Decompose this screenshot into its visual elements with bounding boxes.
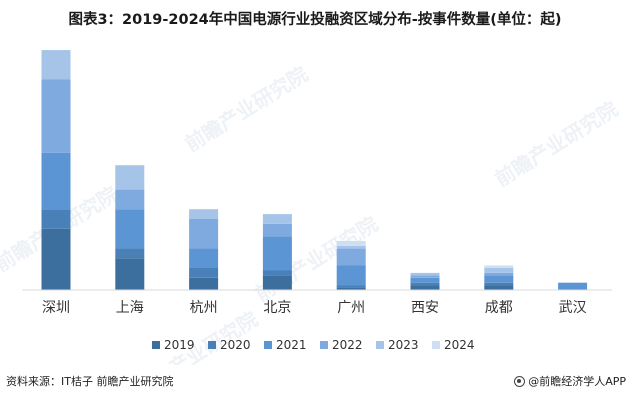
bar-segment-成都-2022 — [484, 272, 514, 276]
bar-segment-西安-2022 — [410, 275, 440, 278]
bar-segment-上海-2019 — [115, 258, 145, 290]
brand-credit-text: @前瞻经济学人APP — [528, 375, 626, 388]
x-tick-label: 深圳 — [42, 300, 70, 316]
bar-segment-杭州-2020 — [189, 268, 219, 278]
bar-segment-广州-2021 — [336, 265, 366, 286]
x-tick-label: 广州 — [337, 300, 365, 316]
brand-credit: @前瞻经济学人APP — [514, 373, 626, 389]
bar-segment-杭州-2022 — [189, 219, 219, 249]
bar-segment-上海-2022 — [115, 189, 145, 210]
bar-segment-北京-2019 — [262, 275, 292, 290]
bar-segment-成都-2019 — [484, 285, 514, 290]
bar-segment-上海-2020 — [115, 248, 145, 259]
bar-segment-成都-2021 — [484, 275, 514, 283]
bar-segment-广州-2022 — [336, 248, 366, 266]
legend-swatch-2019 — [152, 341, 160, 349]
legend: 2019 2020 2021 2022 2023 2024 — [152, 338, 475, 352]
bar-segment-西安-2023 — [410, 272, 440, 276]
bar-segment-西安-2019 — [410, 285, 440, 290]
bar-segment-深圳-2021 — [41, 152, 71, 210]
chart-title: 图表3：2019-2024年中国电源行业投融资区域分布-按事件数量(单位：起) — [68, 12, 562, 28]
watermark-layer: 前瞻产业研究院前瞻产业研究院前瞻产业研究院前瞻产业研究院前瞻产业研究院 — [0, 62, 622, 365]
bar-segment-深圳-2022 — [41, 79, 71, 153]
bar-segment-广州-2019 — [336, 287, 366, 290]
stacked-bar-chart: 前瞻产业研究院前瞻产业研究院前瞻产业研究院前瞻产业研究院前瞻产业研究院 深圳上海… — [0, 50, 622, 365]
bar-segment-深圳-2020 — [41, 209, 71, 229]
x-tick-labels: 深圳 上海 杭州 北京 广州 西安 成都 武汉 — [42, 300, 587, 316]
legend-label-2022: 2022 — [332, 338, 363, 352]
bar-segment-杭州-2019 — [189, 277, 219, 290]
bar-segment-北京-2022 — [262, 223, 292, 237]
legend-label-2021: 2021 — [276, 338, 307, 352]
x-tick-label: 北京 — [263, 300, 291, 316]
x-tick-label: 成都 — [485, 300, 513, 316]
bar-segment-西安-2020 — [410, 282, 440, 286]
watermark-text: 前瞻产业研究院 — [491, 97, 622, 192]
brand-logo-icon — [514, 375, 526, 387]
legend-label-2020: 2020 — [220, 338, 251, 352]
bar-segment-深圳-2019 — [41, 228, 71, 290]
x-tick-label: 上海 — [116, 300, 144, 316]
bar-segment-成都-2020 — [484, 282, 514, 286]
legend-swatch-2024 — [432, 341, 440, 349]
legend-swatch-2021 — [264, 341, 272, 349]
watermark-text: 前瞻产业研究院 — [181, 62, 312, 157]
bar-segment-北京-2023 — [262, 214, 292, 224]
legend-label-2024: 2024 — [444, 338, 475, 352]
bar-segment-成都-2023 — [484, 268, 514, 273]
bar-segment-上海-2023 — [115, 165, 145, 190]
legend-swatch-2022 — [320, 341, 328, 349]
bar-segment-深圳-2023 — [41, 50, 71, 80]
bar-segment-广州-2024 — [336, 241, 366, 246]
bar-segment-北京-2021 — [262, 236, 292, 271]
bar-segment-西安-2021 — [410, 277, 440, 283]
legend-label-2019: 2019 — [164, 338, 195, 352]
bar-segment-广州-2023 — [336, 245, 366, 249]
bar-segment-武汉-2021 — [558, 282, 588, 290]
bar-segment-广州-2020 — [336, 285, 366, 288]
x-tick-label: 武汉 — [559, 300, 587, 316]
x-tick-label: 杭州 — [190, 300, 218, 316]
x-tick-label: 西安 — [411, 300, 439, 316]
legend-label-2023: 2023 — [388, 338, 419, 352]
bar-segment-成都-2024 — [484, 265, 514, 268]
legend-swatch-2023 — [376, 341, 384, 349]
bars-layer — [41, 50, 588, 290]
bar-segment-杭州-2023 — [189, 209, 219, 219]
bar-segment-北京-2020 — [262, 270, 292, 276]
legend-swatch-2020 — [208, 341, 216, 349]
source-note: 资料来源：IT桔子 前瞻产业研究院 — [6, 375, 174, 388]
bar-segment-杭州-2021 — [189, 248, 219, 268]
bar-segment-上海-2021 — [115, 209, 145, 249]
